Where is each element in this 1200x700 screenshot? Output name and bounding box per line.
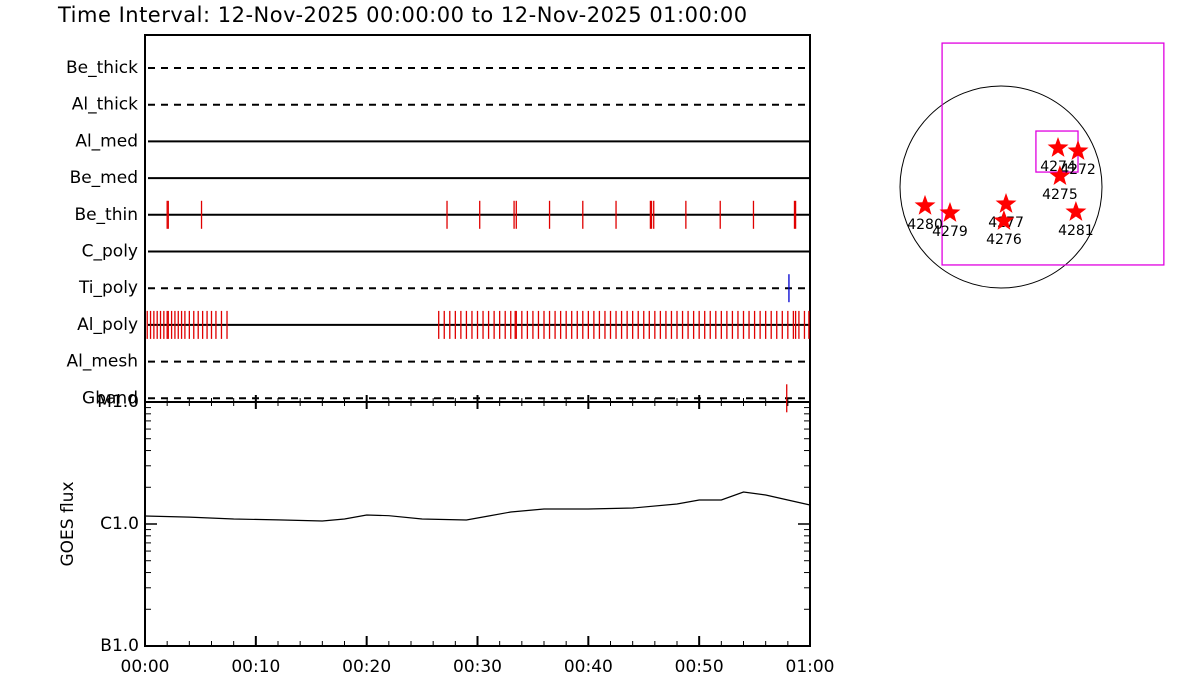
row-label: C_poly (82, 242, 138, 262)
region-star (995, 193, 1017, 213)
row-label: Al_poly (77, 315, 138, 335)
chart-title: Time Interval: 12-Nov-2025 00:00:00 to 1… (57, 3, 748, 27)
region-label: 4281 (1058, 223, 1094, 239)
x-tick-label: 00:00 (121, 657, 170, 677)
row-label: Al_thick (72, 95, 138, 115)
region-star (1047, 137, 1069, 157)
region-star (939, 202, 961, 222)
region-label: 4274 (1040, 159, 1076, 175)
region-label: 4276 (986, 232, 1022, 248)
region-star (1049, 165, 1071, 185)
x-tick-label: 00:10 (231, 657, 280, 677)
region-label: 4280 (907, 217, 943, 233)
row-label: Be_thick (66, 58, 138, 78)
x-tick-label: 00:30 (453, 657, 502, 677)
y-tick-label: M1.0 (97, 392, 139, 412)
row-label: Gband (82, 388, 138, 408)
solar-limb (899, 85, 1103, 289)
region-label: 4275 (1042, 187, 1078, 203)
region-star (993, 210, 1015, 230)
region-label: 4279 (932, 224, 968, 240)
row-label: Al_med (75, 131, 138, 151)
region-star (1067, 140, 1089, 160)
x-tick-label: 00:50 (675, 657, 724, 677)
row-label: Be_thin (74, 205, 138, 225)
x-tick-label: 01:00 (786, 657, 835, 677)
fov-box (941, 42, 1165, 266)
region-star (1065, 201, 1087, 221)
region-label: 4272 (1060, 162, 1096, 178)
y-axis-label: GOES flux (58, 481, 78, 566)
y-tick-label: B1.0 (100, 636, 139, 656)
row-label: Ti_poly (78, 278, 138, 298)
x-tick-label: 00:40 (564, 657, 613, 677)
region-star (914, 194, 936, 215)
flux-line (144, 491, 811, 522)
x-tick-label: 00:20 (342, 657, 391, 677)
row-label: Al_mesh (66, 352, 138, 372)
y-tick-label: C1.0 (100, 514, 139, 534)
row-label: Be_med (70, 168, 138, 188)
